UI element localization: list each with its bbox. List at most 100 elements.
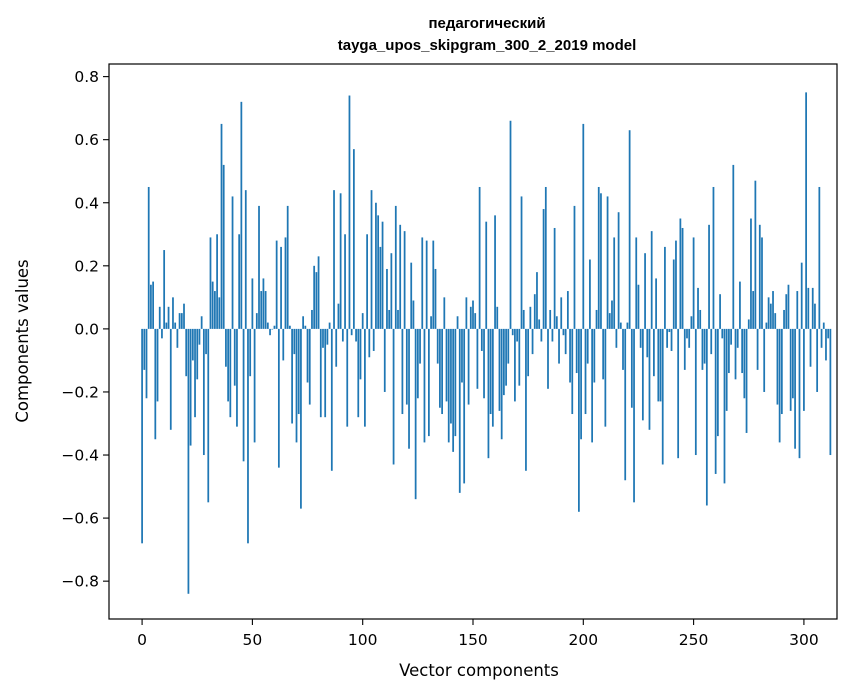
bar: [293, 328, 296, 355]
bar: [814, 303, 816, 329]
bar: [580, 328, 582, 440]
bar: [694, 328, 697, 456]
bar: [383, 328, 386, 392]
bar: [825, 328, 827, 361]
bar: [381, 221, 384, 329]
bar: [258, 205, 260, 329]
bar: [194, 328, 196, 418]
bar: [630, 328, 633, 408]
bar: [787, 284, 790, 329]
bar: [533, 294, 536, 329]
bar: [198, 328, 201, 345]
bar: [432, 240, 435, 329]
bar: [262, 278, 265, 329]
bar: [428, 328, 430, 437]
bar: [761, 237, 763, 329]
bar: [747, 319, 750, 329]
bar: [628, 130, 631, 329]
bar: [593, 328, 596, 383]
bar: [361, 313, 364, 329]
bar: [394, 205, 397, 329]
bar: [657, 328, 660, 402]
bar: [829, 328, 832, 456]
bar: [326, 328, 329, 345]
bar: [403, 231, 406, 329]
x-axis-ticks: 0 50 100 150 200 250 300: [137, 619, 819, 649]
bar: [458, 328, 461, 493]
bar: [774, 313, 777, 329]
bar: [578, 328, 580, 512]
bar: [699, 309, 702, 329]
bar: [758, 224, 761, 329]
bar: [450, 328, 452, 424]
bar: [150, 284, 152, 329]
bar: [189, 328, 192, 446]
bar: [803, 328, 805, 411]
bar: [364, 328, 366, 427]
bar: [575, 328, 578, 374]
bar: [716, 328, 719, 437]
bar: [456, 316, 459, 329]
bar: [176, 328, 179, 348]
bar: [145, 328, 148, 399]
bar: [247, 328, 249, 544]
bar: [405, 328, 408, 405]
bar: [686, 328, 688, 339]
bar: [147, 186, 150, 329]
bar: [560, 297, 563, 329]
bar: [794, 328, 796, 449]
bar: [430, 316, 432, 329]
bar: [708, 224, 710, 329]
bar: [284, 237, 287, 329]
bar: [359, 328, 362, 380]
bar: [441, 328, 443, 415]
bar: [324, 328, 327, 418]
bar: [434, 268, 437, 329]
bar: [739, 281, 741, 329]
bar: [218, 297, 221, 329]
bar: [503, 328, 505, 396]
bar: [341, 328, 344, 342]
bar: [423, 328, 426, 443]
bar: [408, 328, 410, 449]
bar: [619, 322, 622, 329]
bar: [827, 328, 830, 339]
bar: [494, 215, 496, 329]
bar: [765, 322, 768, 329]
bar: [286, 205, 289, 329]
bar: [485, 221, 488, 329]
bar: [244, 190, 247, 329]
bar: [728, 328, 730, 374]
y-tick-label: 0.4: [74, 194, 99, 212]
bar: [264, 291, 267, 329]
bar: [703, 328, 706, 364]
bar: [185, 328, 188, 377]
bar: [392, 328, 395, 465]
bar: [514, 328, 516, 402]
bar: [697, 287, 699, 329]
bar: [231, 196, 234, 329]
bar: [615, 328, 618, 348]
bar: [251, 278, 254, 329]
bar: [745, 328, 748, 433]
bar: [549, 309, 552, 329]
bar: [721, 328, 724, 339]
bar: [736, 328, 739, 348]
bar: [670, 328, 673, 351]
y-tick-label: 0.6: [74, 131, 99, 149]
plot-area-frame: [108, 63, 838, 620]
bar: [154, 328, 157, 440]
bar: [421, 237, 424, 329]
bar: [335, 328, 338, 367]
bar: [143, 328, 146, 370]
bar: [242, 328, 245, 462]
bar: [388, 309, 391, 329]
bar: [282, 328, 285, 361]
bar: [399, 224, 402, 329]
bar: [679, 218, 682, 329]
y-tick-label: −0.4: [61, 447, 99, 465]
bar: [339, 193, 342, 329]
bar: [714, 328, 717, 474]
bar: [500, 328, 503, 440]
